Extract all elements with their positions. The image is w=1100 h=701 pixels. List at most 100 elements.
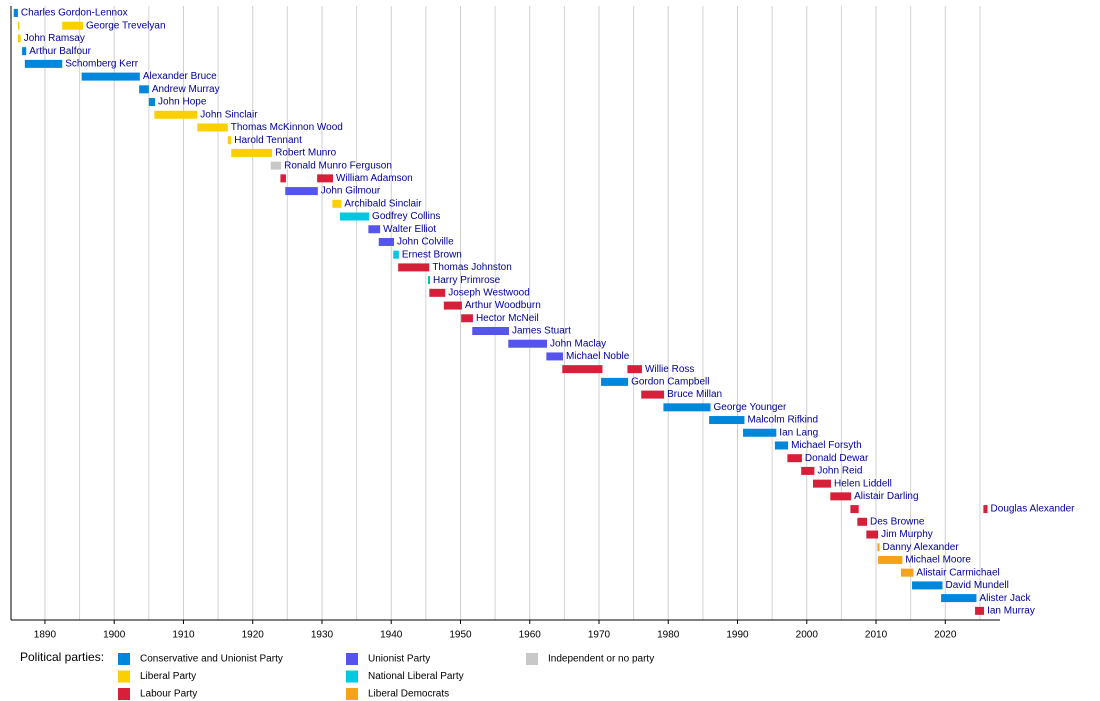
term-bar — [148, 98, 156, 107]
term-label: Alistair Darling — [854, 491, 918, 502]
term-label: John Sinclair — [200, 109, 258, 120]
term-bar — [663, 403, 711, 412]
term-label: Bruce Millan — [667, 389, 722, 400]
x-tick-label: 1970 — [588, 630, 611, 641]
term-bar — [774, 441, 789, 450]
term-label: Des Browne — [870, 516, 925, 527]
term-bar — [866, 530, 879, 539]
x-tick-label: 1960 — [519, 630, 542, 641]
term-label: John Ramsay — [24, 33, 85, 44]
term-bar — [270, 161, 282, 170]
x-tick-label: 1910 — [172, 630, 195, 641]
legend-swatch — [118, 670, 130, 683]
term-bar — [912, 581, 943, 590]
term-label: Thomas McKinnon Wood — [231, 122, 343, 133]
term-label: Thomas Johnston — [432, 262, 512, 273]
x-tick-label: 1990 — [726, 630, 749, 641]
term-label: Charles Gordon-Lennox — [21, 8, 128, 19]
term-label: Jim Murphy — [881, 529, 933, 540]
term-label: William Adamson — [336, 173, 413, 184]
term-bar — [472, 327, 509, 335]
term-bar — [332, 199, 342, 208]
legend-swatch — [346, 670, 358, 683]
term-label: Archibald Sinclair — [344, 198, 422, 209]
term-label: Walter Elliot — [383, 224, 436, 235]
term-bar — [443, 301, 462, 310]
term-bar — [13, 9, 18, 17]
term-label: James Stuart — [512, 326, 571, 337]
term-label: Douglas Alexander — [991, 504, 1076, 515]
term-bar — [285, 187, 318, 196]
term-label: Hector McNeil — [476, 313, 539, 324]
term-label: Alister Jack — [979, 593, 1031, 604]
legend-swatch — [118, 653, 130, 665]
term-bar — [398, 263, 430, 272]
legend-label: Liberal Party — [140, 671, 196, 682]
term-bar — [427, 276, 431, 285]
x-tick-label: 1940 — [380, 630, 403, 641]
term-bar — [17, 21, 20, 30]
term-bar — [743, 428, 777, 437]
term-label: Godfrey Collins — [372, 211, 440, 222]
term-label: Michael Noble — [566, 351, 630, 362]
legend-swatch — [346, 688, 358, 700]
term-label: John Gilmour — [321, 186, 381, 197]
legend-swatch — [118, 688, 130, 700]
term-label: Schomberg Kerr — [65, 59, 138, 70]
term-bar — [900, 568, 914, 577]
term-bar — [546, 352, 563, 361]
term-label: John Hope — [158, 97, 207, 108]
term-label: Alexander Bruce — [143, 71, 217, 82]
term-bar — [368, 225, 381, 234]
x-tick-label: 1900 — [103, 630, 126, 641]
term-bar — [801, 466, 815, 475]
term-bar — [709, 416, 745, 425]
legend-swatch — [526, 653, 538, 665]
legend-title: Political parties: — [20, 650, 104, 664]
term-bar — [787, 454, 802, 463]
term-label: Gordon Campbell — [631, 377, 709, 388]
term-bar — [81, 72, 140, 81]
term-bar — [339, 212, 370, 221]
term-bar — [830, 492, 852, 501]
x-tick-label: 2000 — [796, 630, 819, 641]
term-bar — [227, 136, 232, 145]
legend-label: Liberal Democrats — [368, 689, 449, 700]
term-label: Michael Forsyth — [791, 440, 862, 451]
term-label: Alistair Carmichael — [916, 567, 999, 578]
term-bar — [601, 377, 629, 386]
term-bar — [17, 34, 21, 43]
term-label: Ian Lang — [779, 427, 818, 438]
term-label: John Colville — [397, 237, 454, 248]
term-bar — [62, 21, 84, 30]
term-label: John Maclay — [550, 338, 606, 349]
x-tick-label: 1890 — [34, 630, 57, 641]
x-tick-label: 1930 — [311, 630, 334, 641]
x-tick-label: 2020 — [934, 630, 957, 641]
x-tick-label: 2010 — [865, 630, 888, 641]
term-label: Robert Munro — [275, 148, 337, 159]
term-bar — [941, 594, 977, 603]
x-tick-label: 1980 — [657, 630, 680, 641]
term-label: Joseph Westwood — [448, 287, 530, 298]
term-label: Donald Dewar — [805, 453, 869, 464]
term-bar — [280, 174, 286, 183]
legend-swatch — [346, 653, 358, 665]
term-bar — [627, 365, 642, 374]
term-bar — [983, 505, 988, 514]
term-label: Harry Primrose — [433, 275, 501, 286]
term-label: Ernest Brown — [402, 249, 462, 260]
term-label: Michael Moore — [905, 555, 971, 566]
term-label: George Younger — [714, 402, 788, 413]
term-bar — [461, 314, 473, 323]
term-bar — [378, 237, 394, 246]
term-bar — [139, 85, 149, 94]
term-bar — [231, 148, 273, 157]
term-label: Ronald Munro Ferguson — [284, 160, 392, 171]
term-label: Willie Ross — [645, 364, 694, 375]
term-label: Ian Murray — [987, 605, 1035, 616]
term-bar — [857, 517, 868, 526]
legend-label: Labour Party — [140, 689, 197, 700]
term-label: David Mundell — [946, 580, 1009, 591]
